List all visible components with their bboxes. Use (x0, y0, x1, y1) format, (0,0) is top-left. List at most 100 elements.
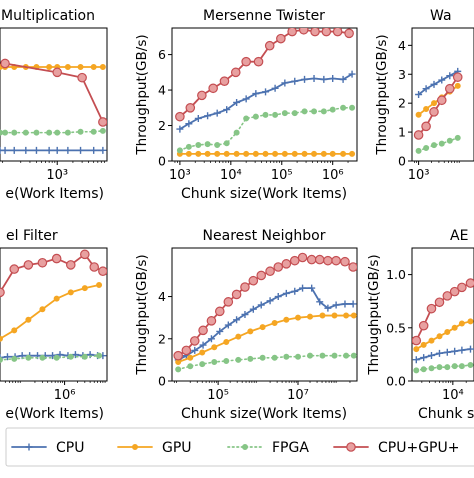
data-point-cpu (207, 335, 215, 343)
plot-frame (0, 247, 108, 382)
data-point-gpu (252, 150, 259, 157)
y-tick-label: 0 (158, 154, 166, 169)
data-point-fpga (340, 104, 347, 111)
chart-title: Wa (430, 8, 452, 24)
data-point-fpga (413, 367, 420, 374)
data-point-cpu (348, 70, 356, 78)
data-point-cpu-gpu (426, 303, 437, 314)
data-point-gpu (64, 64, 71, 71)
data-point-gpu (90, 64, 97, 71)
legend-label: GPU (162, 440, 192, 456)
data-point-cpu (242, 95, 250, 103)
x-tick-label: 10⁴ (220, 168, 242, 183)
data-point-gpu (99, 64, 106, 71)
data-point-gpu (211, 344, 218, 351)
data-point-cpu (329, 75, 337, 83)
data-point-gpu (67, 289, 74, 296)
x-axis-label: e(Work Items) (5, 186, 104, 202)
data-point-fpga (438, 140, 445, 147)
y-axis-label: Throughput(GB/s) (366, 254, 382, 375)
data-point-gpu (423, 105, 430, 112)
data-point-cpu (324, 304, 332, 312)
data-point-fpga (195, 142, 202, 149)
data-point-fpga (343, 352, 350, 359)
data-point-fpga (214, 142, 221, 149)
data-point-cpu (233, 98, 241, 106)
data-point-cpu (241, 311, 249, 318)
data-point-cpu (252, 90, 260, 98)
data-point-fpga (331, 352, 338, 359)
data-point-cpu-gpu (0, 58, 10, 69)
data-point-cpu (1, 146, 9, 154)
panel-ae: 10⁴ 0.0 0.5 1.0 AE Chunk size Throughput(GB/s) (366, 228, 474, 422)
data-point-gpu (271, 319, 278, 326)
data-point-fpga (64, 129, 71, 136)
data-point-cpu (191, 346, 199, 354)
data-point-fpga (223, 357, 230, 364)
data-point-cpu-gpu (214, 306, 225, 317)
data-point-cpu-gpu (273, 262, 284, 272)
y-tick-label: 0 (158, 374, 166, 389)
data-point-cpu (274, 293, 282, 301)
chart-title: el Filter (6, 228, 58, 244)
plot-frame (411, 247, 474, 382)
data-point-cpu-gpu (253, 56, 264, 67)
data-point-fpga (272, 111, 279, 118)
data-point-fpga (295, 353, 302, 360)
data-point-fpga (436, 364, 443, 371)
data-point-gpu (307, 313, 314, 320)
y-tick-label: 2 (398, 96, 406, 111)
x-axis-label: Chunk size (418, 406, 474, 422)
y-tick-label: 4 (158, 83, 166, 98)
data-point-gpu (451, 324, 458, 331)
data-point-cpu (53, 146, 61, 154)
data-point-gpu (187, 354, 194, 361)
data-point-cpu-gpu (197, 90, 207, 101)
panel-el-filter: 10⁶ el Filter e(Work Items) (0, 228, 108, 422)
data-point-gpu (301, 150, 308, 157)
data-point-cpu-gpu (306, 254, 317, 265)
chart-title: AE (450, 228, 468, 244)
data-point-cpu (291, 77, 299, 85)
data-point-fpga (185, 143, 192, 150)
data-point-gpu (77, 64, 84, 71)
data-point-cpu-gpu (442, 291, 453, 301)
chart-title: Multiplication (1, 8, 95, 24)
data-point-fpga (175, 366, 182, 373)
data-point-gpu (195, 150, 202, 157)
data-point-cpu-gpu (429, 107, 439, 117)
data-point-cpu (64, 146, 72, 154)
data-point-cpu-gpu (297, 252, 308, 263)
data-point-cpu (435, 349, 443, 357)
data-point-cpu (233, 316, 241, 324)
series-line-cpu (177, 287, 355, 361)
data-point-fpga (301, 108, 308, 115)
y-tick-label: 3 (398, 67, 406, 82)
data-point-gpu (185, 150, 192, 157)
y-axis-label: Throughput(GB/s) (374, 34, 390, 155)
data-point-fpga (307, 352, 314, 359)
data-point-fpga (350, 352, 357, 359)
data-point-cpu (281, 79, 289, 87)
x-axis-label: Chunk size(Work Items) (181, 406, 347, 422)
data-point-gpu (343, 312, 350, 319)
data-point-cpu (3, 353, 11, 361)
series-group (0, 249, 107, 363)
data-point-fpga (320, 108, 327, 115)
series-group (0, 58, 107, 154)
y-tick-label: 4 (398, 38, 406, 53)
data-point-cpu (77, 146, 85, 154)
x-tick-label: 10⁶ (322, 168, 344, 183)
x-tick-label: 10⁵ (207, 388, 229, 403)
data-point-gpu (291, 150, 298, 157)
data-point-cpu-gpu (240, 282, 250, 292)
data-point-cpu-gpu (348, 262, 357, 272)
data-point-cpu-gpu (436, 95, 447, 106)
data-point-gpu (96, 281, 103, 288)
data-point-cpu-gpu (173, 350, 183, 361)
data-point-cpu (266, 297, 274, 305)
data-point-fpga (247, 355, 254, 362)
data-point-gpu (329, 150, 336, 157)
data-point-cpu-gpu (241, 56, 251, 67)
